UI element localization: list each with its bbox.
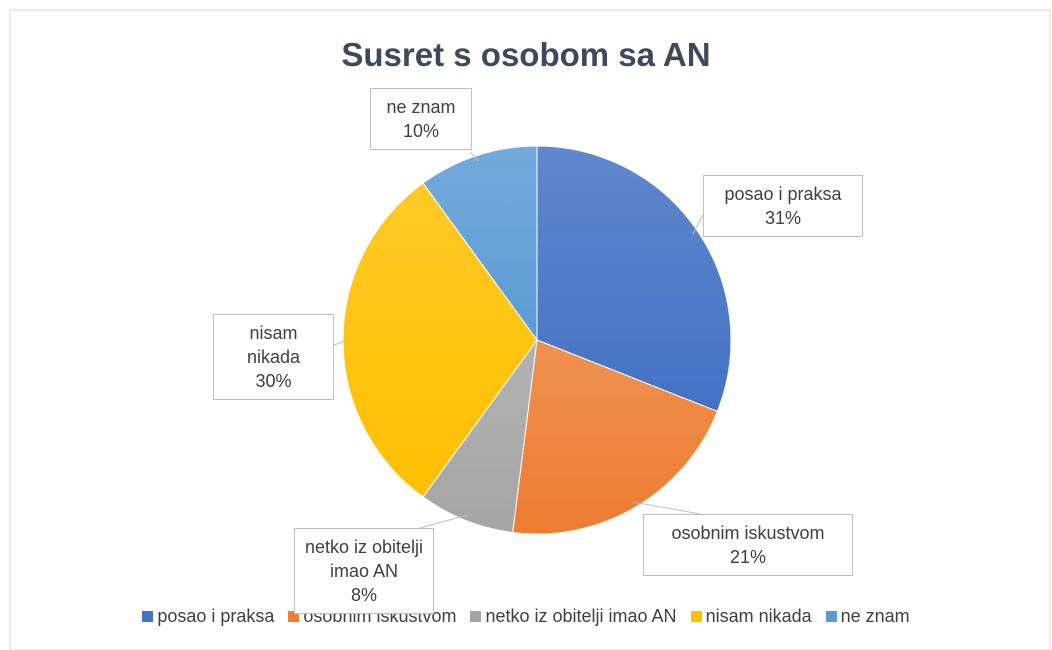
pie-slice: [536, 145, 732, 413]
data-label: netko iz obitelji imao AN 8%: [294, 528, 434, 614]
data-label: ne znam 10%: [370, 88, 472, 150]
legend-label: posao i praksa: [157, 606, 275, 626]
legend-item: netko iz obitelji imao AN: [470, 606, 677, 627]
legend-label: nisam nikada: [705, 606, 812, 626]
leader-line: [692, 214, 704, 235]
legend-swatch: [142, 611, 154, 622]
data-label: posao i praksa 31%: [703, 175, 863, 237]
data-label: osobnim iskustvom 21%: [643, 514, 853, 576]
legend-item: nisam nikada: [690, 606, 812, 627]
leader-line: [419, 514, 468, 529]
legend-swatch: [288, 611, 300, 622]
legend: posao i praksa osobnim iskustvom netko iz …: [0, 606, 1052, 627]
legend-swatch: [825, 611, 837, 622]
leader-line: [333, 339, 349, 346]
legend-swatch: [470, 611, 482, 622]
label-value: 10%: [402, 121, 440, 141]
legend-item: ne znam: [825, 606, 910, 627]
leader-line: [469, 151, 480, 162]
label-category: osobnim iskustvom: [671, 523, 825, 543]
label-value: 30%: [255, 371, 292, 391]
chart-border: [9, 9, 1051, 650]
pie-slice: [422, 145, 538, 342]
label-category: nisam nikada: [246, 323, 301, 367]
leader-line: [632, 501, 701, 515]
chart-title: Susret s osobom sa AN: [341, 36, 711, 73]
label-value: 31%: [764, 208, 802, 228]
label-value: 8%: [350, 585, 377, 605]
label-category: ne znam: [386, 97, 456, 117]
legend-label: netko iz obitelji imao AN: [485, 606, 677, 626]
pie-slice: [342, 182, 538, 498]
label-value: 21%: [729, 547, 767, 567]
pie-slice: [512, 339, 719, 535]
legend-swatch: [690, 611, 702, 622]
label-category: posao i praksa: [724, 184, 842, 204]
legend-item: posao i praksa: [142, 606, 274, 627]
legend-label: ne znam: [840, 606, 910, 626]
label-category: netko iz obitelji imao AN: [304, 537, 424, 581]
data-label: nisam nikada 30%: [213, 314, 334, 400]
pie-slice: [422, 339, 538, 534]
